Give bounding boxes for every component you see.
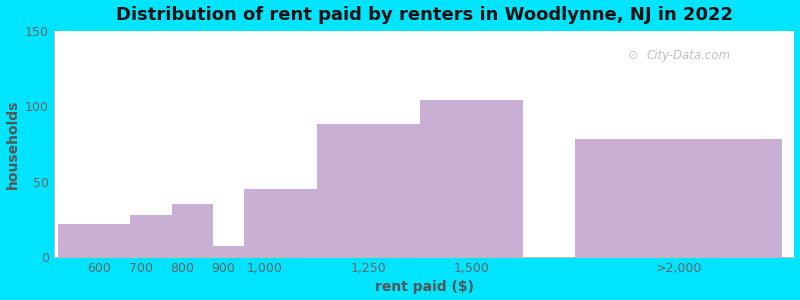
Bar	[172, 204, 213, 257]
Bar	[575, 139, 782, 257]
Text: City-Data.com: City-Data.com	[646, 49, 730, 62]
Bar	[213, 247, 244, 257]
Y-axis label: households: households	[6, 99, 19, 188]
X-axis label: rent paid ($): rent paid ($)	[374, 280, 474, 294]
Bar	[130, 215, 172, 257]
Bar	[317, 124, 420, 257]
Bar	[244, 189, 317, 257]
Bar	[58, 224, 130, 257]
Title: Distribution of rent paid by renters in Woodlynne, NJ in 2022: Distribution of rent paid by renters in …	[116, 6, 733, 24]
Text: ⊙: ⊙	[628, 49, 638, 62]
Bar	[420, 100, 523, 257]
